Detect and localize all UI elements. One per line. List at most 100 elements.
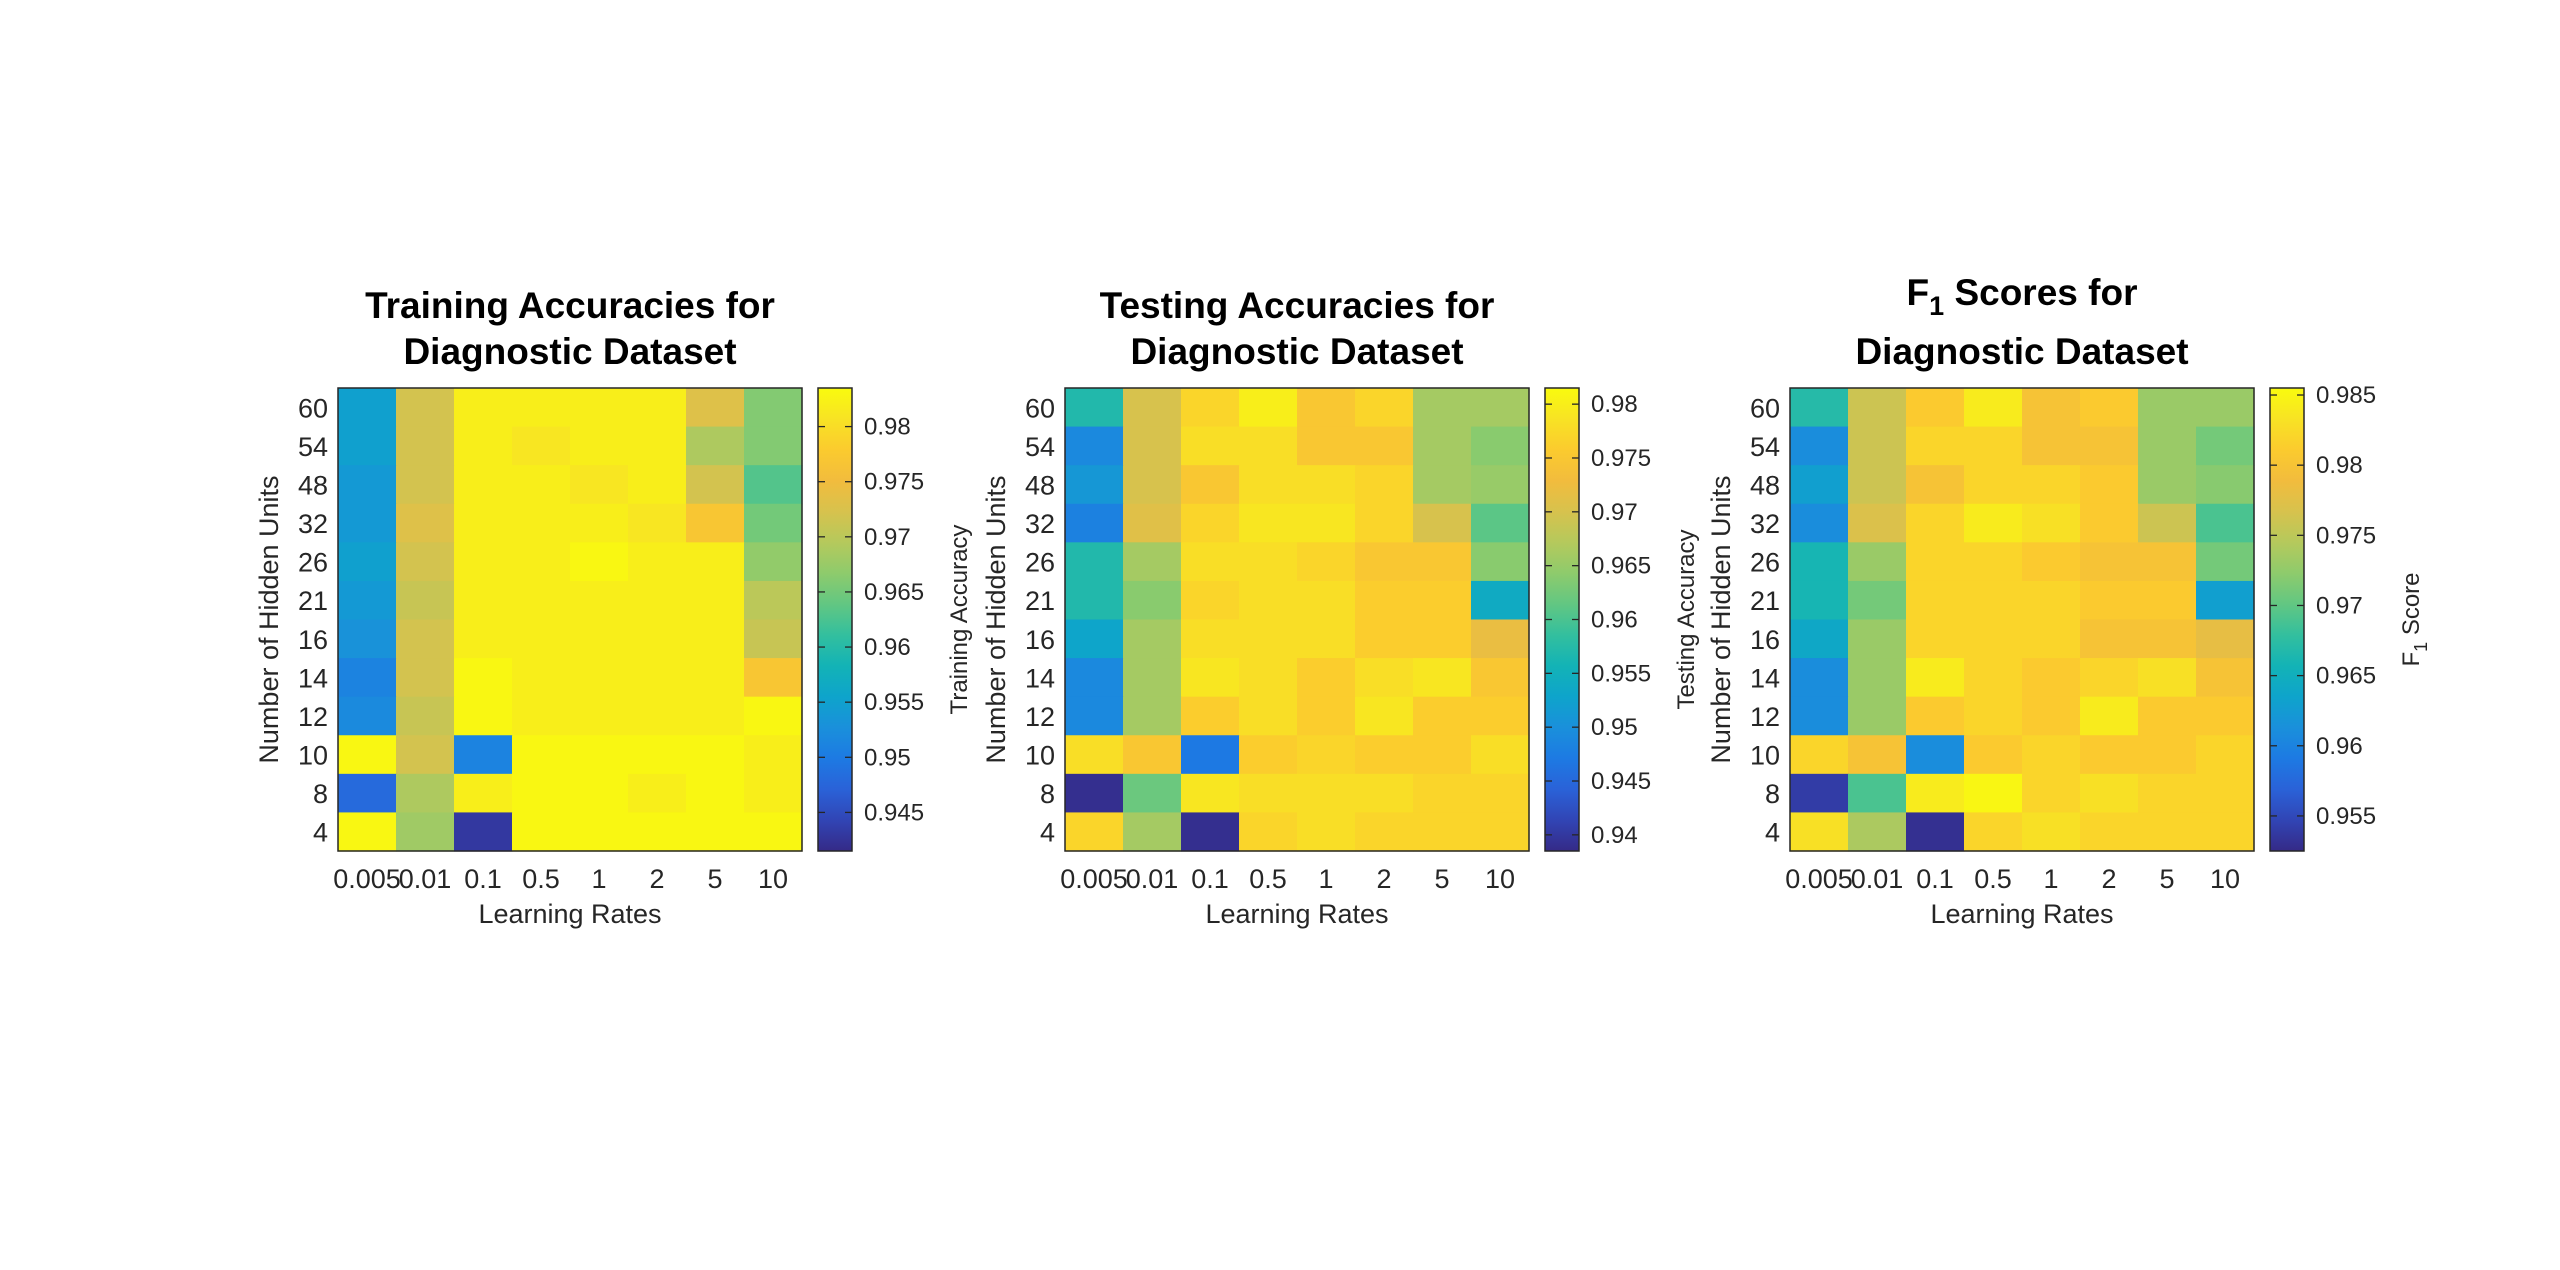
x-tick-label: 0.005 (333, 864, 401, 894)
heatmap-cell (1297, 503, 1356, 543)
x-tick-label: 5 (1434, 864, 1449, 894)
heatmap-cell (1355, 580, 1414, 621)
heatmap-cells (1065, 388, 1530, 852)
heatmap-cell (1355, 426, 1414, 466)
heatmap-cell (2196, 388, 2255, 428)
heatmap-cell (396, 812, 455, 852)
heatmap-cell (338, 542, 397, 582)
x-tick-label: 0.1 (1191, 864, 1229, 894)
heatmap-cell (628, 735, 687, 775)
heatmap-cell (2138, 658, 2197, 698)
heatmap-cell (1413, 735, 1472, 775)
heatmap-cell (338, 503, 397, 543)
heatmap-cell (1123, 735, 1182, 775)
heatmap-cell (454, 812, 513, 852)
heatmap-cell (1355, 542, 1414, 582)
heatmap-cell (396, 426, 455, 466)
heatmap-cell (512, 426, 571, 466)
x-tick-label: 2 (649, 864, 664, 894)
axes-frame (337, 387, 803, 852)
heatmap-cell (1181, 542, 1240, 582)
panel-title-line-1: Training Accuracies for (365, 285, 775, 326)
heatmap-cell (1471, 696, 1530, 736)
heatmap-cell (1964, 812, 2023, 852)
colorbar-tick-label: 0.96 (864, 634, 911, 661)
x-tick-label: 10 (1485, 864, 1515, 894)
heatmap-cell (570, 696, 629, 736)
heatmap-cell (1848, 735, 1907, 775)
heatmap-cell (454, 658, 513, 698)
heatmap-cell (1355, 619, 1414, 659)
heatmap-cell (744, 465, 803, 505)
heatmap-cell (744, 426, 803, 466)
x-tick-label: 0.01 (1851, 864, 1904, 894)
heatmap-cell (2196, 619, 2255, 659)
heatmap-cell (1906, 658, 1965, 698)
heatmap-cell (1181, 773, 1240, 814)
y-axis-label: Number of Hidden Units (981, 475, 1011, 763)
heatmap-cell (396, 735, 455, 775)
y-axis-label: Number of Hidden Units (254, 475, 284, 763)
heatmap-cell (396, 658, 455, 698)
heatmap-cell (1471, 773, 1530, 814)
heatmap-cell (1906, 812, 1965, 852)
x-tick-label: 0.5 (522, 864, 560, 894)
x-axis-label: Learning Rates (1930, 899, 2113, 929)
heatmap-cell (1790, 658, 1849, 698)
heatmap-cell (1065, 735, 1124, 775)
heatmap-cell (1297, 426, 1356, 466)
heatmap-cell (1790, 465, 1849, 505)
heatmap-cell (744, 773, 803, 814)
heatmap-cell (570, 580, 629, 621)
y-tick-label: 54 (1025, 432, 1055, 462)
colorbar-tick-label: 0.955 (1591, 660, 1651, 687)
y-tick-label: 8 (313, 779, 328, 809)
heatmap-cell (1848, 465, 1907, 505)
heatmap-cell (686, 735, 745, 775)
heatmap-cell (570, 812, 629, 852)
heatmap-cell (1848, 619, 1907, 659)
heatmap-cell (1906, 542, 1965, 582)
heatmap-cell (396, 542, 455, 582)
heatmap-cell (1297, 388, 1356, 428)
y-tick-label: 21 (1750, 586, 1780, 616)
heatmap-cell (2080, 812, 2139, 852)
heatmap-cell (2196, 542, 2255, 582)
heatmap-cell (1355, 465, 1414, 505)
colorbar-tick-label: 0.98 (2316, 452, 2363, 479)
y-tick-label: 21 (1025, 586, 1055, 616)
heatmap-cell (2138, 735, 2197, 775)
heatmap-cell (2196, 503, 2255, 543)
heatmap-cell (2138, 503, 2197, 543)
heatmap-cell (2022, 696, 2081, 736)
heatmap-cell (1181, 388, 1240, 428)
colorbar-tick-label: 0.945 (1591, 768, 1651, 795)
y-tick-label: 26 (1750, 548, 1780, 578)
heatmap-cell (1065, 426, 1124, 466)
heatmap-cell (1471, 542, 1530, 582)
heatmap-cell (2022, 388, 2081, 428)
colorbar-tick-label: 0.965 (864, 579, 924, 606)
heatmap-cell (396, 619, 455, 659)
heatmap-cell (1123, 542, 1182, 582)
heatmap-cell (2022, 426, 2081, 466)
x-tick-label: 10 (758, 864, 788, 894)
heatmap-cell (1065, 580, 1124, 621)
heatmap-cell (686, 426, 745, 466)
x-tick-label: 5 (707, 864, 722, 894)
heatmap-cell (744, 735, 803, 775)
heatmap-cell (454, 735, 513, 775)
heatmap-cell (1123, 465, 1182, 505)
heatmap-cell (1906, 619, 1965, 659)
heatmap-cell (2138, 426, 2197, 466)
heatmap-cell (1123, 580, 1182, 621)
heatmap-cell (396, 465, 455, 505)
heatmap-cell (1239, 773, 1298, 814)
heatmap-cell (1906, 773, 1965, 814)
panel-title-line-2: Diagnostic Dataset (1130, 331, 1463, 372)
heatmap-cell (686, 388, 745, 428)
colorbar-tick-label: 0.975 (864, 469, 924, 496)
panel-title-line-1: F1 Scores for (1907, 272, 2138, 321)
